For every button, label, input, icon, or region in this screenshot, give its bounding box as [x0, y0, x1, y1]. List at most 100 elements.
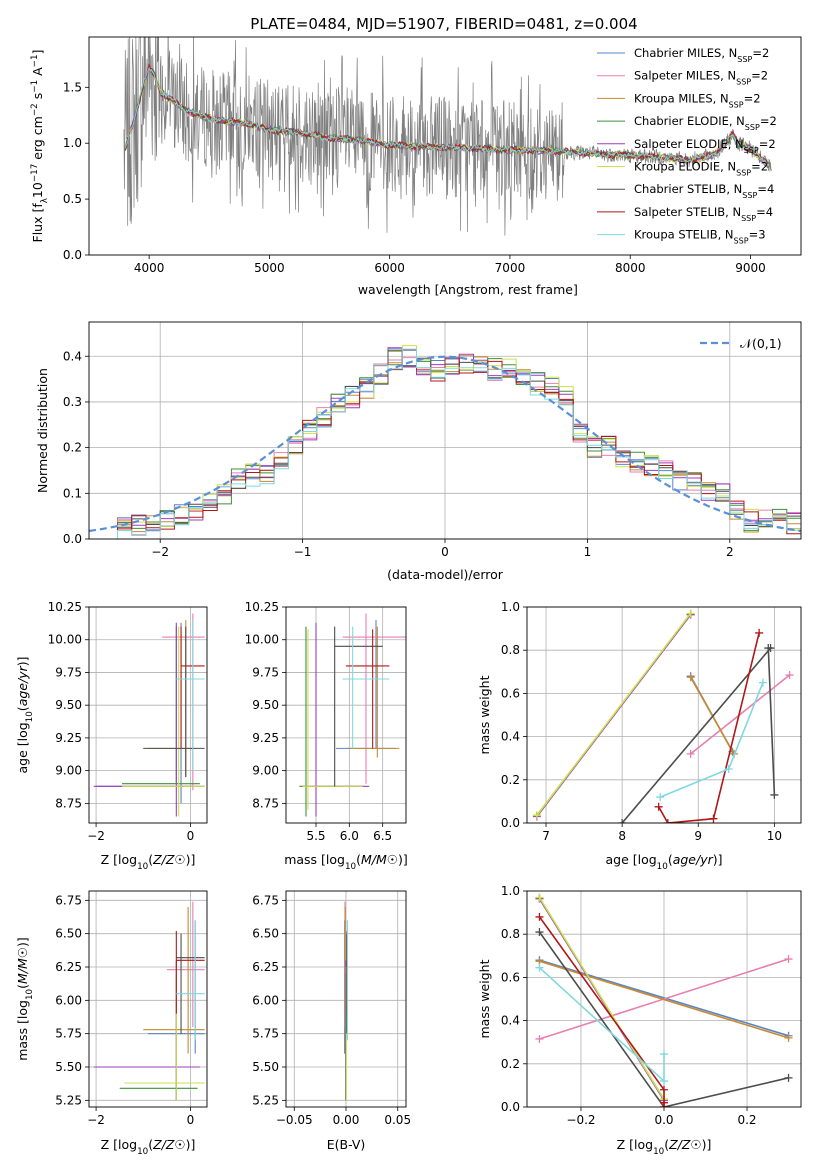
legend-label: Salpeter MILES, NSSP=2 — [634, 69, 768, 87]
x-tick-label: 0.00 — [333, 1113, 360, 1127]
weight-plot-area — [535, 893, 793, 1107]
weight-point-marker — [758, 678, 767, 687]
weight-point-marker — [785, 671, 794, 680]
weight-plot-area — [532, 609, 794, 823]
x-tick-label: 8 — [618, 829, 626, 843]
y-tick-label: 0.5 — [63, 192, 82, 206]
y-axis-label: mass weight — [477, 959, 492, 1038]
x-tick-label: 6.0 — [340, 829, 359, 843]
y-tick-label: 0.0 — [63, 248, 82, 262]
x-axis-label: Z [log10(Z/Z☉)] — [617, 1137, 712, 1157]
y-axis-label: Flux [fλ10−17 erg cm−2 s−1 A−1] — [30, 50, 50, 243]
x-tick-label: 0 — [187, 829, 195, 843]
errorbar-plot-area — [93, 613, 205, 817]
x-tick-label: 0 — [441, 545, 449, 559]
x-axis-label: Z [log10(Z/Z☉)] — [101, 852, 196, 872]
y-tick-label: 0.4 — [501, 1014, 520, 1028]
weight-point-marker — [656, 793, 665, 802]
legend-label: Kroupa MILES, NSSP=2 — [634, 91, 761, 109]
y-tick-label: 0.0 — [501, 1100, 520, 1114]
y-tick-label: 6.25 — [55, 960, 82, 974]
axes-frame — [88, 321, 802, 540]
axes-frame — [526, 890, 802, 1108]
x-tick-label: 0 — [187, 1113, 195, 1127]
weight-point-marker — [660, 1103, 668, 1107]
y-tick-label: 6.75 — [55, 893, 82, 907]
x-tick-label: −0.05 — [276, 1113, 313, 1127]
y-tick-label: 5.50 — [252, 1060, 279, 1074]
legend-label: Chabrier ELODIE, NSSP=2 — [634, 114, 777, 132]
y-tick-label: 0.8 — [501, 643, 520, 657]
weight-point-marker — [654, 802, 663, 811]
weight-point-marker — [755, 628, 764, 637]
chart-title: PLATE=0484, MJD=51907, FIBERID=0481, z=0… — [250, 15, 637, 33]
x-tick-label: 7 — [542, 829, 550, 843]
x-tick-label: 9000 — [735, 261, 766, 275]
y-tick-label: 9.75 — [252, 665, 279, 679]
weight-series-line — [658, 632, 760, 823]
weight-point-marker — [660, 1050, 668, 1059]
legend-label: Chabrier MILES, NSSP=2 — [634, 46, 769, 64]
x-tick-label: 5.5 — [306, 829, 325, 843]
weight-point-marker — [535, 1034, 544, 1043]
y-tick-label: 10.00 — [245, 633, 279, 647]
y-tick-label: 10.25 — [245, 600, 279, 614]
y-tick-label: 8.75 — [252, 796, 279, 810]
y-tick-label: 9.50 — [55, 698, 82, 712]
weight-point-marker — [784, 1033, 793, 1042]
histogram-plot-area — [89, 345, 801, 539]
y-tick-label: 9.75 — [55, 665, 82, 679]
y-tick-label: 1.5 — [63, 80, 82, 94]
legend-label: Chabrier STELIB, NSSP=4 — [634, 182, 774, 200]
weight-point-marker — [784, 1073, 793, 1082]
axes-frame — [88, 36, 802, 256]
weight-point-marker — [784, 955, 793, 964]
axes-frame — [285, 606, 407, 824]
weight-series-line — [539, 959, 789, 1037]
x-axis-label: E(B-V) — [327, 1137, 366, 1152]
weight-series-line — [538, 897, 665, 1100]
legend-label: Salpeter STELIB, NSSP=4 — [634, 205, 773, 223]
weight-point-marker — [618, 819, 627, 823]
weight-point-marker — [535, 963, 544, 972]
x-tick-label: −2 — [151, 545, 169, 559]
x-tick-label: −0.2 — [566, 1113, 595, 1127]
axes-frame — [88, 890, 208, 1108]
weight-point-marker — [660, 1077, 668, 1086]
x-tick-label: 0.0 — [654, 1113, 673, 1127]
weight-point-marker — [724, 765, 733, 773]
x-tick-label: −2 — [87, 829, 105, 843]
y-tick-label: 5.75 — [55, 1027, 82, 1041]
histogram-step-line — [117, 348, 801, 539]
y-tick-label: 9.00 — [252, 764, 279, 778]
y-tick-label: 1.0 — [501, 884, 520, 898]
x-axis-label: age [log10(age/yr)] — [605, 852, 722, 872]
axes-frame — [88, 606, 208, 824]
y-tick-label: 0.6 — [501, 686, 520, 700]
weight-point-marker — [764, 644, 773, 653]
y-tick-label: 9.25 — [252, 731, 279, 745]
y-tick-label: 10.25 — [48, 600, 82, 614]
y-tick-label: 1.0 — [63, 136, 82, 150]
errorbar-plot-area — [93, 901, 205, 1101]
legend-label: Kroupa STELIB, NSSP=3 — [634, 228, 766, 246]
y-tick-label: 0.0 — [63, 532, 82, 546]
weight-series-line — [690, 674, 791, 755]
model-spectrum-line — [124, 66, 769, 167]
weight-point-marker — [770, 790, 779, 799]
y-tick-label: 0.4 — [63, 349, 82, 363]
x-tick-label: 5000 — [254, 261, 285, 275]
y-tick-label: 0.1 — [63, 486, 82, 500]
y-tick-label: 6.00 — [252, 993, 279, 1007]
y-tick-label: 5.25 — [252, 1093, 279, 1107]
x-tick-label: 9 — [694, 829, 702, 843]
legend-label: Kroupa ELODIE, NSSP=2 — [634, 160, 768, 178]
spectrum-plot-area — [123, 37, 773, 236]
x-axis-label: mass [log10(M/M☉)] — [284, 852, 408, 872]
y-axis-label: mass weight — [477, 675, 492, 754]
x-tick-label: 6000 — [374, 261, 405, 275]
x-tick-label: 0.05 — [384, 1113, 411, 1127]
weight-point-marker — [686, 609, 695, 618]
y-tick-label: 5.50 — [55, 1060, 82, 1074]
y-tick-label: 6.50 — [55, 927, 82, 941]
